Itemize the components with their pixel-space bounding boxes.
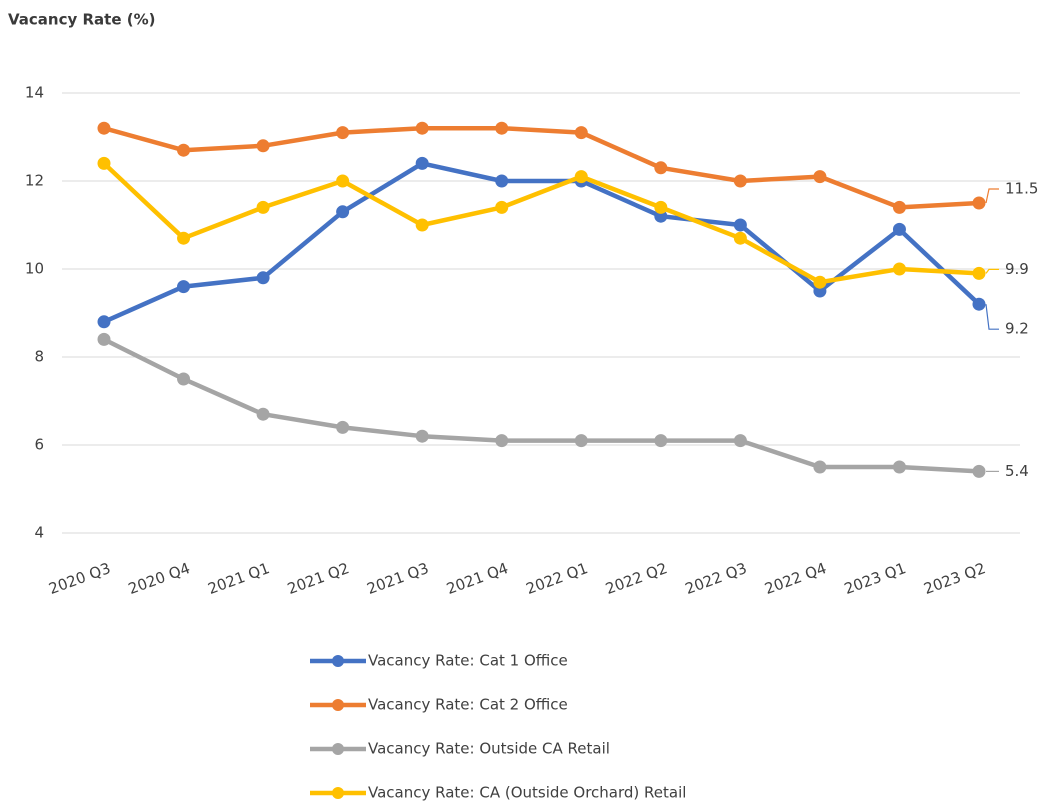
data-point	[415, 218, 429, 232]
series-line	[103, 125, 980, 210]
legend-marker	[332, 743, 344, 755]
data-point	[336, 420, 350, 434]
data-label: 9.9	[1005, 260, 1029, 278]
y-tick-label: 12	[25, 172, 44, 190]
y-tick-label: 8	[34, 348, 44, 366]
x-tick-label: 2022 Q3	[683, 559, 750, 598]
series-line	[102, 161, 980, 285]
data-point	[574, 434, 588, 448]
data-point	[336, 174, 350, 188]
data-point	[654, 434, 668, 448]
x-tick-label: 2022 Q1	[524, 559, 591, 598]
leader-line	[985, 304, 999, 330]
data-point	[415, 121, 429, 135]
data-point	[892, 222, 906, 236]
legend-label: Vacancy Rate: CA (Outside Orchard) Retai…	[368, 784, 686, 802]
data-point	[972, 266, 986, 280]
data-point	[336, 126, 350, 140]
legend-marker	[332, 787, 344, 799]
data-point	[972, 297, 986, 311]
legend-label: Vacancy Rate: Outside CA Retail	[368, 740, 610, 758]
x-tick-label: 2021 Q1	[205, 559, 272, 598]
data-point	[892, 460, 906, 474]
data-point	[177, 372, 191, 386]
data-point	[97, 315, 111, 329]
y-tick-label: 4	[34, 524, 44, 542]
chart-title: Vacancy Rate (%)	[8, 11, 155, 29]
data-point	[415, 156, 429, 170]
legend-label: Vacancy Rate: Cat 2 Office	[368, 696, 568, 714]
data-point	[177, 280, 191, 294]
data-point	[574, 126, 588, 140]
x-tick-label: 2023 Q2	[921, 559, 988, 598]
data-point	[495, 200, 509, 214]
data-point	[336, 205, 350, 219]
data-point	[733, 434, 747, 448]
data-label: 11.5	[1005, 180, 1038, 198]
leader-line	[985, 268, 999, 274]
x-tick-label: 2022 Q4	[762, 559, 829, 598]
leader-line	[985, 188, 999, 204]
data-point	[256, 407, 270, 421]
data-point	[813, 460, 827, 474]
legend-marker	[332, 699, 344, 711]
data-point	[415, 429, 429, 443]
data-point	[892, 262, 906, 276]
x-tick-label: 2021 Q4	[444, 559, 511, 598]
data-point	[972, 196, 986, 210]
data-point	[733, 231, 747, 245]
x-tick-label: 2023 Q1	[842, 559, 909, 598]
x-tick-label: 2021 Q3	[365, 559, 432, 598]
series-line	[102, 337, 980, 474]
x-tick-label: 2020 Q4	[126, 559, 193, 598]
data-point	[972, 464, 986, 478]
data-label: 9.2	[1005, 320, 1029, 338]
data-point	[813, 170, 827, 184]
data-point	[892, 200, 906, 214]
data-point	[97, 121, 111, 135]
x-tick-label: 2022 Q2	[603, 559, 670, 598]
data-point	[97, 332, 111, 346]
data-point	[495, 174, 509, 188]
data-point	[495, 434, 509, 448]
data-point	[733, 218, 747, 232]
data-point	[97, 156, 111, 170]
x-tick-label: 2020 Q3	[46, 559, 113, 598]
data-point	[256, 200, 270, 214]
data-point	[813, 275, 827, 289]
data-point	[654, 200, 668, 214]
y-tick-label: 10	[25, 260, 44, 278]
data-point	[256, 139, 270, 153]
data-point	[654, 161, 668, 175]
data-point	[574, 170, 588, 184]
legend-marker	[332, 655, 344, 667]
y-tick-label: 14	[25, 84, 44, 102]
data-point	[733, 174, 747, 188]
data-point	[256, 271, 270, 285]
data-point	[495, 121, 509, 135]
x-tick-label: 2021 Q2	[285, 559, 352, 598]
legend-label: Vacancy Rate: Cat 1 Office	[368, 652, 568, 670]
y-tick-label: 6	[34, 436, 44, 454]
data-point	[177, 231, 191, 245]
data-point	[177, 143, 191, 157]
data-label: 5.4	[1005, 462, 1029, 480]
